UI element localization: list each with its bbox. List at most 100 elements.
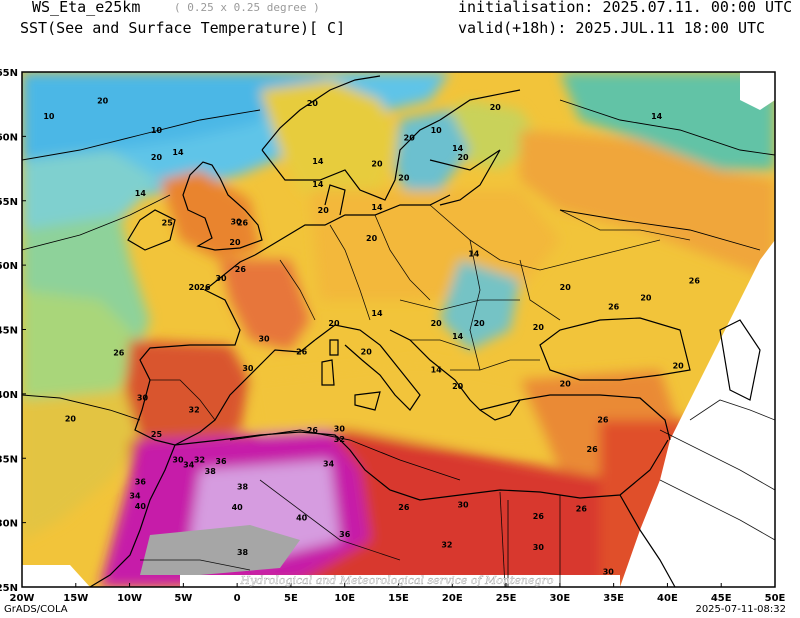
contour-label: 14 — [468, 250, 480, 259]
contour-label: 10 — [431, 126, 443, 135]
isotherms — [22, 99, 775, 481]
contour-label: 26 — [398, 503, 410, 512]
contour-label: 30 — [242, 364, 254, 373]
contour-label: 30 — [230, 217, 242, 226]
lat-label: 65N — [0, 68, 18, 79]
contour-label: 26 — [307, 426, 319, 435]
contour-label: 30 — [215, 274, 227, 283]
contour-label: 20 — [366, 234, 378, 243]
contour-label: 25 — [151, 430, 163, 439]
contour-label: 20 — [151, 153, 163, 162]
contour-label: 14 — [371, 309, 383, 318]
contour-label: 26 — [587, 445, 599, 454]
contour-label: 20 — [65, 414, 77, 423]
lon-label: 5E — [284, 593, 298, 604]
contour-label: 32 — [194, 456, 205, 465]
borders — [140, 204, 775, 587]
lon-label: 40E — [657, 593, 678, 604]
contour-label: 20 — [673, 362, 685, 371]
lon-label: 20W — [10, 593, 35, 604]
contour-label: 20 — [452, 382, 464, 391]
contour-label: 26 — [237, 219, 249, 228]
contour-label: 38 — [237, 548, 249, 557]
contour-label: 30 — [533, 543, 545, 552]
contour-label: 30 — [258, 335, 270, 344]
contour-label: 14 — [452, 332, 464, 341]
contour-label: 20 — [457, 153, 469, 162]
contour-label: 14 — [135, 189, 147, 198]
contour-label: 26 — [199, 283, 211, 292]
contour-label: 26 — [296, 347, 308, 356]
contour-label: 40 — [135, 502, 147, 511]
contour-label: 20 — [474, 319, 486, 328]
contour-label: 26 — [113, 349, 125, 358]
contour-label: 30 — [457, 501, 469, 510]
lon-label: 15E — [388, 593, 409, 604]
contour-label: 10 — [43, 112, 55, 121]
contour-label: 32 — [189, 405, 200, 414]
lat-label: 40N — [0, 390, 18, 401]
contour-label: 30 — [172, 456, 184, 465]
contour-label: 38 — [237, 483, 249, 492]
lon-label: 50E — [765, 593, 786, 604]
terrain-mask — [140, 525, 300, 575]
init-time: initialisation: 2025.07.11. 00:00 UTC — [458, 0, 793, 16]
contour-label: 20 — [189, 283, 201, 292]
lon-label: 15W — [63, 593, 88, 604]
contour-label: 20 — [560, 283, 572, 292]
lat-label: 50N — [0, 261, 18, 272]
contour-label: 34 — [323, 459, 335, 468]
contour-label: 10 — [151, 126, 163, 135]
lat-label: 55N — [0, 197, 18, 208]
lon-label: 10W — [117, 593, 142, 604]
contour-label: 40 — [296, 513, 308, 522]
contour-label: 26 — [608, 302, 620, 311]
contour-label: 14 — [452, 144, 464, 153]
watermark: Hydrological and Meteorological service … — [240, 574, 554, 587]
contour-label: 14 — [172, 148, 184, 157]
coastlines — [89, 75, 761, 587]
contour-label: 38 — [205, 467, 217, 476]
contour-label: 20 — [533, 323, 545, 332]
lat-label: 45N — [0, 326, 18, 337]
contour-label: 20 — [560, 380, 572, 389]
contour-label: 26 — [597, 416, 609, 425]
contour-label: 20 — [398, 174, 410, 183]
contour-label: 20 — [404, 134, 416, 143]
nodata-east — [620, 240, 775, 587]
contour-label: 14 — [431, 365, 443, 374]
contour-label: 14 — [371, 203, 383, 212]
contour-label: 20 — [318, 206, 330, 215]
contour-label: 32 — [441, 541, 452, 550]
lon-label: 10E — [334, 593, 355, 604]
axis-labels: 20W 15W 10W 5W 0 5E 10E 15E 20E 25E 30E 35E 40E 45E 50… — [0, 68, 786, 604]
contour-label: 20 — [431, 319, 443, 328]
contour-label: 34 — [129, 492, 141, 501]
model-name: WS_Eta_e25km — [32, 0, 141, 16]
footer-left: GrADS/COLA — [4, 604, 68, 615]
resolution-note: ( 0.25 x 0.25 degree ) — [174, 1, 320, 14]
contour-label: 32 — [334, 435, 345, 444]
valid-time: valid(+18h): 2025.JUL.11 18:00 UTC — [458, 19, 766, 37]
lon-label: 0 — [234, 593, 241, 604]
contour-label: 20 — [97, 96, 109, 105]
contour-label: 14 — [312, 157, 324, 166]
lon-label: 25E — [496, 593, 517, 604]
contour-label: 26 — [533, 512, 545, 521]
lat-label: 60N — [0, 132, 18, 143]
contour-label: 20 — [490, 103, 502, 112]
lon-label: 20E — [442, 593, 463, 604]
contour-label: 20 — [229, 238, 241, 247]
contour-label: 36 — [339, 530, 351, 539]
contour-label: 34 — [183, 461, 195, 470]
lat-label: 35N — [0, 454, 18, 465]
contour-label: 20 — [640, 293, 652, 302]
contour-label: 36 — [215, 457, 227, 466]
contour-label: 36 — [135, 477, 147, 486]
contour-label: 14 — [651, 112, 663, 121]
field-title: SST(See and Surface Temperature)[ C] — [20, 19, 346, 37]
contour-label: 25 — [162, 219, 174, 228]
contour-label: 14 — [312, 180, 324, 189]
